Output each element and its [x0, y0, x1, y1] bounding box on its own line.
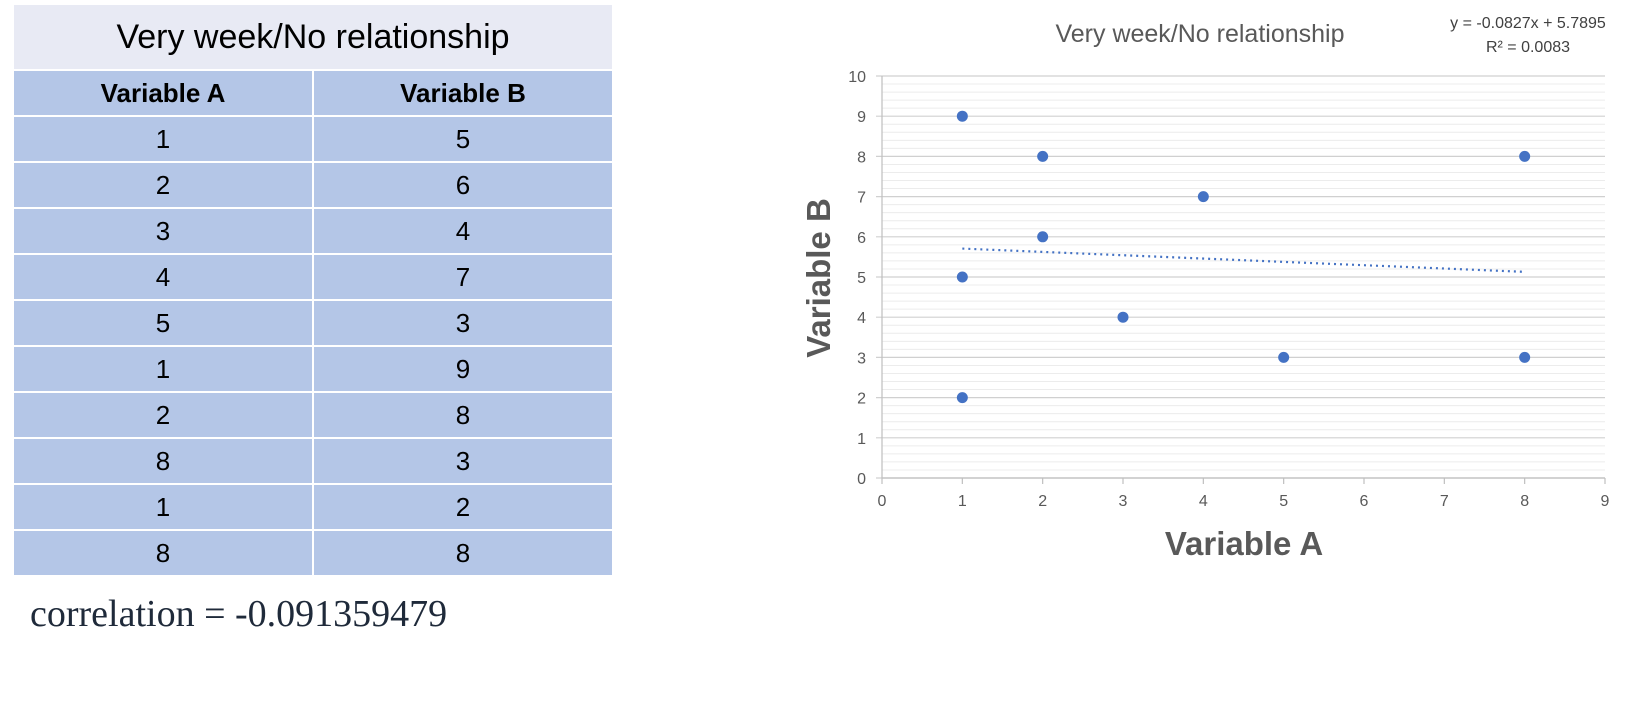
table-cell: 8	[312, 529, 612, 575]
y-tick-label: 2	[857, 391, 866, 408]
chart-title: Very week/No relationship	[1055, 20, 1344, 48]
column-header-variable-b: Variable B	[312, 71, 612, 117]
x-tick-label: 9	[1601, 493, 1610, 510]
table-cell: 9	[312, 345, 612, 393]
y-tick-label: 9	[857, 109, 866, 126]
x-tick-label: 5	[1279, 493, 1288, 510]
y-tick-label: 10	[848, 69, 866, 86]
x-tick-label: 3	[1119, 493, 1128, 510]
data-point	[956, 392, 968, 404]
data-point	[1278, 351, 1290, 363]
data-table-panel: Very week/No relationship Variable A Var…	[14, 5, 612, 575]
table-cell: 4	[14, 253, 314, 301]
table-cell: 3	[312, 437, 612, 485]
table-cell: 5	[14, 299, 314, 347]
trendline-equation: y = -0.0827x + 5.7895	[1450, 15, 1606, 32]
correlation-value: correlation = -0.091359479	[30, 593, 448, 635]
x-tick-label: 7	[1440, 493, 1449, 510]
table-title: Very week/No relationship	[14, 5, 612, 71]
table-cell: 2	[14, 161, 314, 209]
data-point	[1519, 150, 1531, 162]
y-tick-label: 4	[857, 310, 866, 327]
table-cell: 2	[312, 483, 612, 531]
y-tick-label: 8	[857, 149, 866, 166]
table-cell: 8	[312, 391, 612, 439]
x-tick-label: 2	[1038, 493, 1047, 510]
column-header-variable-a: Variable A	[14, 71, 314, 117]
table-cell: 4	[312, 207, 612, 255]
y-axis-title: Variable B	[800, 198, 837, 358]
r-squared-label: R² = 0.0083	[1486, 39, 1570, 56]
x-tick-label: 1	[958, 493, 967, 510]
y-tick-label: 3	[857, 350, 866, 367]
table-cell: 1	[14, 115, 314, 163]
trendline	[962, 247, 1525, 273]
data-point	[956, 271, 968, 283]
table-cell: 2	[14, 391, 314, 439]
table-cell: 7	[312, 253, 612, 301]
data-point	[1037, 150, 1049, 162]
data-point	[1197, 191, 1209, 203]
table-cell: 1	[14, 345, 314, 393]
table-cell: 5	[312, 115, 612, 163]
table-header-row: Variable A Variable B	[14, 71, 612, 117]
x-tick-label: 6	[1360, 493, 1369, 510]
x-tick-label: 4	[1199, 493, 1208, 510]
table-cell: 3	[312, 299, 612, 347]
table-cell: 1	[14, 483, 314, 531]
y-tick-label: 1	[857, 431, 866, 448]
data-point	[1037, 231, 1049, 243]
data-point	[1117, 311, 1129, 323]
x-tick-label: 0	[878, 493, 887, 510]
table-cell: 8	[14, 437, 314, 485]
y-tick-label: 7	[857, 190, 866, 207]
table-cell: 3	[14, 207, 314, 255]
table-cell: 8	[14, 529, 314, 575]
data-point	[1519, 351, 1531, 363]
x-tick-label: 8	[1520, 493, 1529, 510]
y-tick-label: 0	[857, 471, 866, 488]
x-axis-title: Variable A	[1165, 525, 1323, 562]
table-cell: 6	[312, 161, 612, 209]
data-point	[956, 110, 968, 122]
y-tick-label: 6	[857, 230, 866, 247]
y-tick-label: 5	[857, 270, 866, 287]
